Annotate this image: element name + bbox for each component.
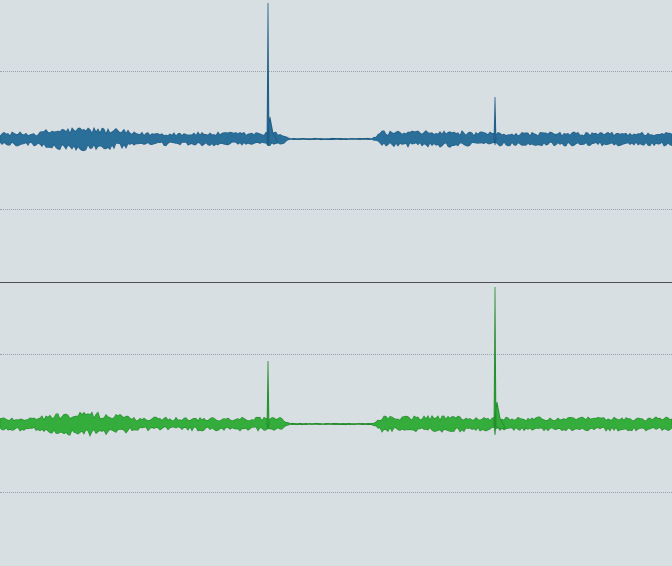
waveform-top-transient-1 (266, 2, 279, 147)
grid-line-lower (0, 209, 672, 210)
waveform-track-bottom[interactable] (0, 283, 672, 566)
waveform-bottom-transient-1 (266, 360, 270, 430)
waveform-top-transient-2 (493, 96, 497, 146)
grid-line-upper (0, 354, 672, 355)
grid-line-lower (0, 492, 672, 493)
waveform-top (0, 2, 672, 152)
grid-line-upper (0, 71, 672, 72)
waveform-bottom-transient-2 (493, 286, 506, 436)
waveform-bottom (0, 286, 672, 437)
track-divider[interactable] (0, 282, 672, 283)
waveform-track-top[interactable] (0, 0, 672, 283)
